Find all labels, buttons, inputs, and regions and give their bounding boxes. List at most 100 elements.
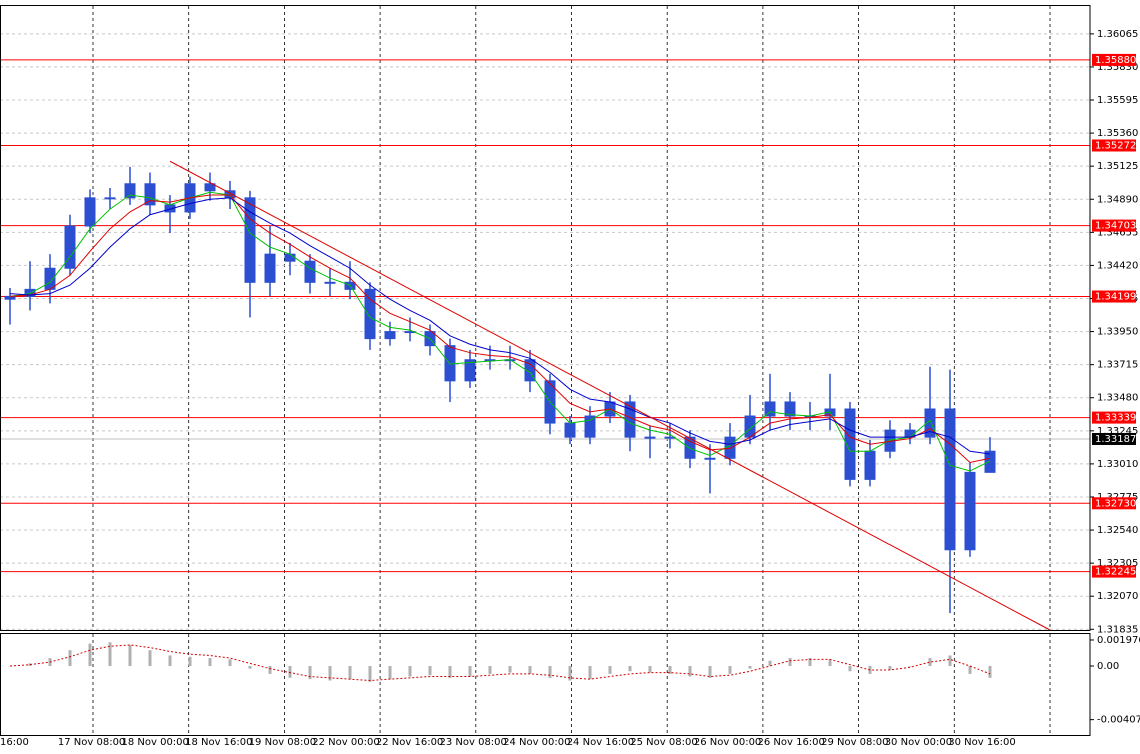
- y-tick-label: 1.31835: [1097, 624, 1138, 635]
- y-tick-label: 1.33715: [1097, 360, 1138, 371]
- y-tick-label: 1.34420: [1097, 260, 1138, 271]
- osc-bar: [928, 658, 932, 666]
- osc-bar: [248, 665, 252, 669]
- candle-body: [964, 471, 976, 551]
- trendline: [169, 160, 1051, 631]
- y-tick-label: 1.35595: [1097, 95, 1138, 106]
- level-label: 1.34199: [1095, 292, 1136, 303]
- y-tick-label: -0.004074: [1097, 715, 1140, 726]
- osc-bar: [668, 665, 672, 674]
- osc-bar: [8, 665, 12, 667]
- y-tick-label: 1.32070: [1097, 591, 1138, 602]
- level-label-box: [1092, 53, 1136, 66]
- y-tick-label: 1.33480: [1097, 393, 1138, 404]
- osc-bar: [508, 665, 512, 673]
- candle-body: [384, 331, 396, 340]
- candle-body: [144, 183, 156, 206]
- candle-body: [304, 260, 316, 283]
- osc-bar: [908, 665, 912, 667]
- x-tick-label: 22 Nov 16:00: [376, 737, 443, 748]
- moving-average: [9, 194, 991, 464]
- candle-body: [324, 281, 336, 284]
- y-tick-label: 1.33245: [1097, 426, 1138, 437]
- candle-body: [764, 401, 776, 417]
- y-tick-label: 1.35830: [1097, 62, 1138, 73]
- level-label: 1.35880: [1095, 55, 1136, 66]
- x-tick-label: 29 Nov 08:00: [821, 737, 888, 748]
- candle-body: [284, 253, 296, 262]
- osc-bar: [368, 665, 372, 682]
- candle-body: [864, 450, 876, 480]
- level-label: 1.34703: [1095, 221, 1136, 232]
- osc-bar: [708, 665, 712, 678]
- candle-body: [204, 183, 216, 192]
- osc-bar: [888, 665, 892, 670]
- moving-average: [9, 197, 991, 455]
- osc-bar: [628, 665, 632, 672]
- candle-body: [364, 288, 376, 340]
- osc-bar: [808, 658, 812, 666]
- osc-bar: [228, 659, 232, 666]
- candle-body: [104, 197, 116, 200]
- candle-body: [924, 408, 936, 438]
- osc-bar: [408, 665, 412, 677]
- osc-bar: [348, 665, 352, 680]
- osc-bar: [88, 643, 92, 666]
- candle-body: [944, 408, 956, 551]
- osc-bar: [588, 665, 592, 680]
- osc-bar: [488, 665, 492, 674]
- candle-body: [644, 436, 656, 439]
- level-label-box: [1092, 565, 1136, 578]
- osc-bar: [128, 644, 132, 666]
- x-tick-label: 17 Nov 08:00: [58, 737, 125, 748]
- level-label: 1.35272: [1095, 140, 1136, 151]
- x-tick-label: 25 Nov 08:00: [630, 737, 697, 748]
- osc-bar: [748, 665, 752, 669]
- current-price-box: [1092, 432, 1136, 445]
- osc-bar: [148, 650, 152, 666]
- x-tick-label: 18 Nov 16:00: [185, 737, 252, 748]
- level-label-box: [1092, 139, 1136, 152]
- osc-bar: [288, 665, 292, 678]
- candle-body: [124, 183, 136, 199]
- candle-body: [684, 436, 696, 459]
- x-tick-label: 23 Nov 08:00: [439, 737, 506, 748]
- level-label: 1.33339: [1095, 413, 1136, 424]
- signal-line: [9, 644, 991, 681]
- y-tick-label: 1.32540: [1097, 525, 1138, 536]
- y-tick-label: 0.00: [1097, 661, 1119, 672]
- main-frame: [0, 5, 1091, 631]
- candle-body: [564, 422, 576, 438]
- x-tick-label: 30 Nov 16:00: [948, 737, 1015, 748]
- osc-bar: [468, 665, 472, 677]
- level-label: 1.32245: [1095, 567, 1136, 578]
- current-price-label: 1.33187: [1095, 434, 1136, 445]
- candle-body: [64, 225, 76, 269]
- y-tick-label: 1.36065: [1097, 29, 1138, 40]
- x-tick-label: 22 Nov 00:00: [312, 737, 379, 748]
- osc-bar: [648, 665, 652, 673]
- osc-bar: [608, 665, 612, 674]
- x-tick-label: 26 Nov 00:00: [694, 737, 761, 748]
- osc-bar: [208, 658, 212, 666]
- x-tick-label: 16:00: [0, 737, 29, 748]
- level-label-box: [1092, 411, 1136, 424]
- candle-body: [464, 359, 476, 382]
- y-tick-label: 1.34655: [1097, 227, 1138, 238]
- osc-frame: [0, 633, 1091, 736]
- plot: [0, 59, 1090, 682]
- x-tick-label: 18 Nov 00:00: [121, 737, 188, 748]
- x-tick-label: 24 Nov 00:00: [503, 737, 570, 748]
- candle-body: [84, 197, 96, 227]
- y-tick-label: 0.001976: [1097, 635, 1140, 646]
- x-tick-label: 30 Nov 00:00: [885, 737, 952, 748]
- osc-bar: [448, 665, 452, 678]
- y-tick-label: 1.33950: [1097, 327, 1138, 338]
- osc-bar: [308, 665, 312, 680]
- osc-bar: [68, 650, 72, 666]
- y-tick-label: 1.35360: [1097, 128, 1138, 139]
- osc-bar: [728, 665, 732, 674]
- osc-bar: [108, 642, 112, 666]
